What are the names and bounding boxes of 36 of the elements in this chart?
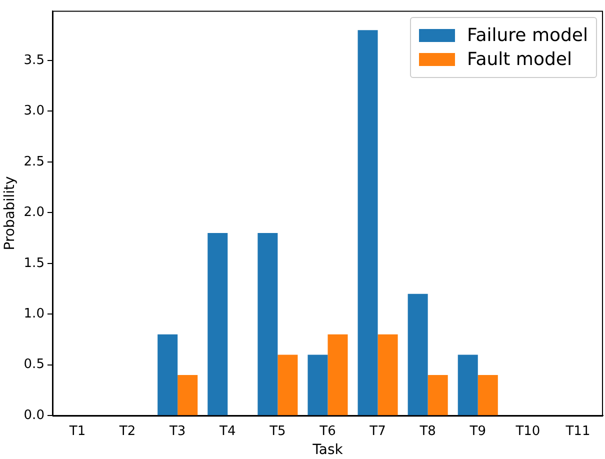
y-tick-label: 1.5	[24, 256, 44, 271]
legend-label: Fault model	[467, 48, 572, 70]
bar	[278, 354, 298, 416]
bar	[158, 334, 178, 416]
y-tick-label: 0.5	[24, 357, 44, 372]
bar	[458, 354, 478, 416]
y-tick-label: 2.0	[24, 205, 44, 220]
y-tick-label: 1.0	[24, 306, 44, 322]
bar	[428, 375, 448, 416]
y-tick-label: 3.5	[24, 52, 44, 68]
bar	[478, 375, 498, 416]
x-tick-label: T10	[514, 424, 540, 439]
x-tick-label: T1	[68, 424, 86, 439]
x-tick-label: T9	[468, 424, 486, 439]
bar	[378, 334, 398, 416]
y-tick-label: 0.0	[24, 408, 44, 423]
x-tick-label: T11	[564, 424, 590, 439]
x-tick-label: T2	[118, 424, 136, 439]
bar	[258, 232, 278, 416]
x-tick-label: T6	[318, 424, 336, 439]
bar	[208, 232, 228, 416]
y-tick-label: 2.5	[24, 154, 44, 170]
y-tick-label: 3.0	[24, 104, 44, 119]
x-tick-label: T5	[268, 424, 286, 439]
bar	[308, 354, 328, 416]
y-axis-title: Probability	[2, 176, 18, 250]
bar	[408, 294, 428, 416]
x-tick-label: T4	[218, 424, 236, 439]
bar	[178, 375, 198, 416]
bar	[358, 30, 378, 416]
x-axis-title: Task	[312, 442, 344, 458]
x-tick-label: T3	[168, 424, 186, 439]
bar	[328, 334, 348, 416]
legend-label: Failure model	[467, 24, 588, 46]
x-tick-label: T8	[418, 424, 436, 439]
x-tick-label: T7	[368, 424, 386, 439]
